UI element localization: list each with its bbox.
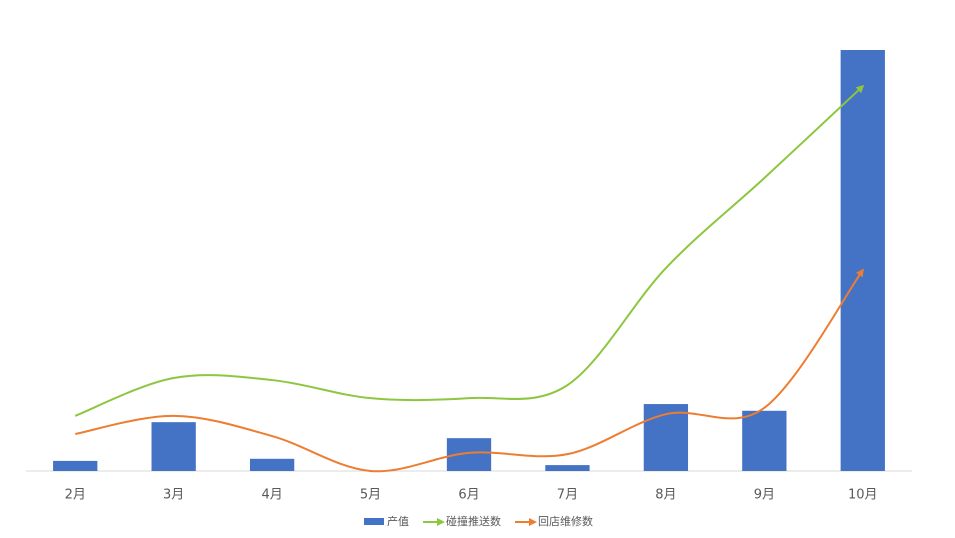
- bar: [53, 460, 98, 471]
- x-tick-label: 8月: [655, 488, 676, 503]
- legend-label: 产值: [387, 514, 409, 528]
- x-tick-label: 10月: [848, 488, 878, 503]
- x-tick-label: 3月: [163, 488, 184, 503]
- bar: [151, 422, 196, 471]
- bar: [249, 458, 295, 471]
- x-tick-label: 5月: [360, 488, 381, 503]
- legend-label: 回店维修数: [538, 514, 593, 528]
- x-tick-label: 9月: [754, 488, 775, 503]
- x-tick-label: 6月: [458, 488, 479, 503]
- legend-label: 碰撞推送数: [446, 514, 501, 528]
- bar: [742, 410, 787, 471]
- line: [74, 84, 865, 417]
- line: [75, 268, 864, 473]
- legend-swatch: [364, 518, 384, 525]
- bar: [643, 404, 689, 471]
- x-tick-label: 7月: [557, 488, 578, 503]
- x-tick-label: 4月: [261, 488, 282, 503]
- x-tick-label: 2月: [65, 488, 86, 503]
- bar: [545, 465, 590, 471]
- bar: [840, 50, 885, 471]
